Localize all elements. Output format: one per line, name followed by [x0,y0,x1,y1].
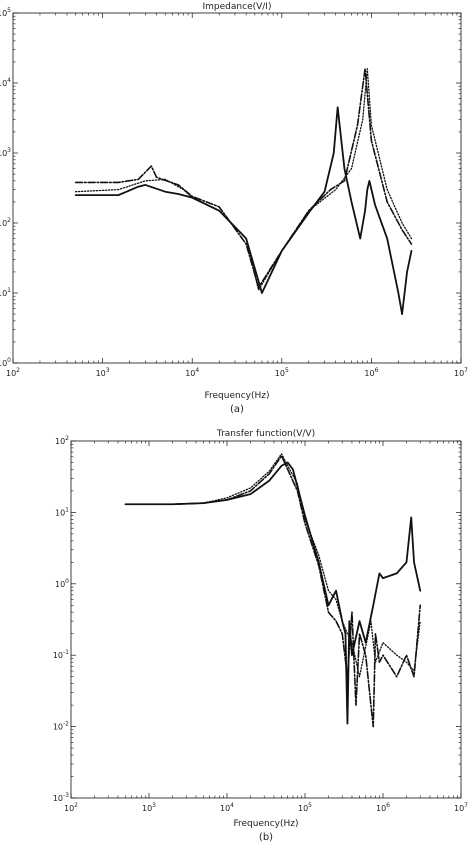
y-tick-label: 102 [55,435,69,446]
y-tick-label: 100 [0,357,11,368]
x-ticks: 102 103 104 105 106 107 [6,13,468,378]
x-tick-label: 105 [298,802,312,813]
x-tick-label: 105 [275,367,289,378]
y-tick-label: 100 [55,578,69,589]
plot-frame [70,440,462,799]
x-tick-label: 106 [364,367,378,378]
x-tick-label: 102 [64,802,78,813]
y-tick-label: 102 [0,217,11,228]
y-tick-label: 101 [55,506,69,517]
series-line-dotted [74,68,413,291]
y-tick-label: 10-3 [53,792,69,803]
y-tick-label: 104 [0,77,11,88]
x-tick-label: 107 [454,802,468,813]
x-tick-label: 106 [376,802,390,813]
x-axis-label: Frequency(Hz) [233,819,298,829]
x-ticks: 102 103 104 105 106 107 [64,441,468,813]
series-line-solid [124,461,422,725]
y-ticks: 100 101 102 103 104 105 [0,7,461,368]
series-line-dotted [124,453,421,678]
series-line-solid [74,106,413,315]
x-tick-label: 107 [454,367,468,378]
x-tick-label: 102 [6,367,20,378]
y-tick-label: 103 [0,147,11,158]
series-line-dashdot [124,455,422,728]
x-tick-label: 104 [185,367,199,378]
x-axis-label: Frequency(Hz) [204,391,269,401]
y-tick-label: 105 [0,7,11,18]
figure-caption: (a) [230,404,244,415]
chart-a: Impedance(V/I)Frequency(Hz)(a)102 103 104 1… [0,2,468,415]
y-tick-label: 10-1 [53,649,69,660]
x-tick-label: 103 [142,802,156,813]
chart-title: Impedance(V/I) [203,2,272,12]
plot-frame [12,12,462,364]
x-tick-label: 103 [96,367,110,378]
x-tick-label: 104 [220,802,234,813]
y-tick-label: 101 [0,287,11,298]
chart-title: Transfer function(V/V) [216,429,315,439]
series-line-dashdot [74,67,413,289]
figure-caption: (b) [259,832,273,843]
chart-b: Transfer function(V/V) Frequency(Hz) (b) 10… [53,429,468,843]
y-tick-label: 10-2 [53,721,69,732]
y-ticks: 10-3 10-2 10-1 100 101 102 [53,435,461,803]
